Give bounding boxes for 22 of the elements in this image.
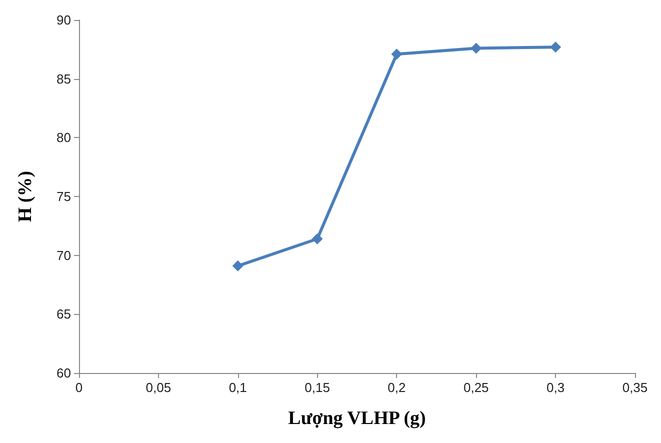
x-axis-title: Lượng VLHP (g) bbox=[288, 408, 426, 429]
y-tick-label: 65 bbox=[56, 306, 71, 322]
x-tick-label: 0,35 bbox=[622, 380, 648, 395]
x-tick-label: 0,05 bbox=[146, 380, 172, 395]
x-tick-label: 0,3 bbox=[546, 380, 565, 395]
x-tick-label: 0,2 bbox=[388, 380, 406, 395]
y-axis-title: H (%) bbox=[15, 170, 36, 222]
point bbox=[391, 48, 402, 60]
point bbox=[470, 42, 482, 54]
x-tick-label: 0,15 bbox=[304, 380, 330, 395]
x-tick-label: 0,25 bbox=[463, 380, 489, 395]
y-tick-label: 70 bbox=[56, 248, 71, 263]
x-tick-label: 0,1 bbox=[228, 380, 247, 395]
y-tick-label: 90 bbox=[56, 12, 71, 28]
x-tick-label: 0 bbox=[75, 380, 83, 395]
y-tick-label: 80 bbox=[56, 130, 71, 146]
y-tick-label: 60 bbox=[56, 366, 71, 380]
y-tick-label: 85 bbox=[56, 71, 71, 86]
point bbox=[550, 42, 562, 53]
point bbox=[312, 233, 323, 244]
point bbox=[232, 260, 244, 272]
y-tick-label: 75 bbox=[56, 189, 71, 204]
